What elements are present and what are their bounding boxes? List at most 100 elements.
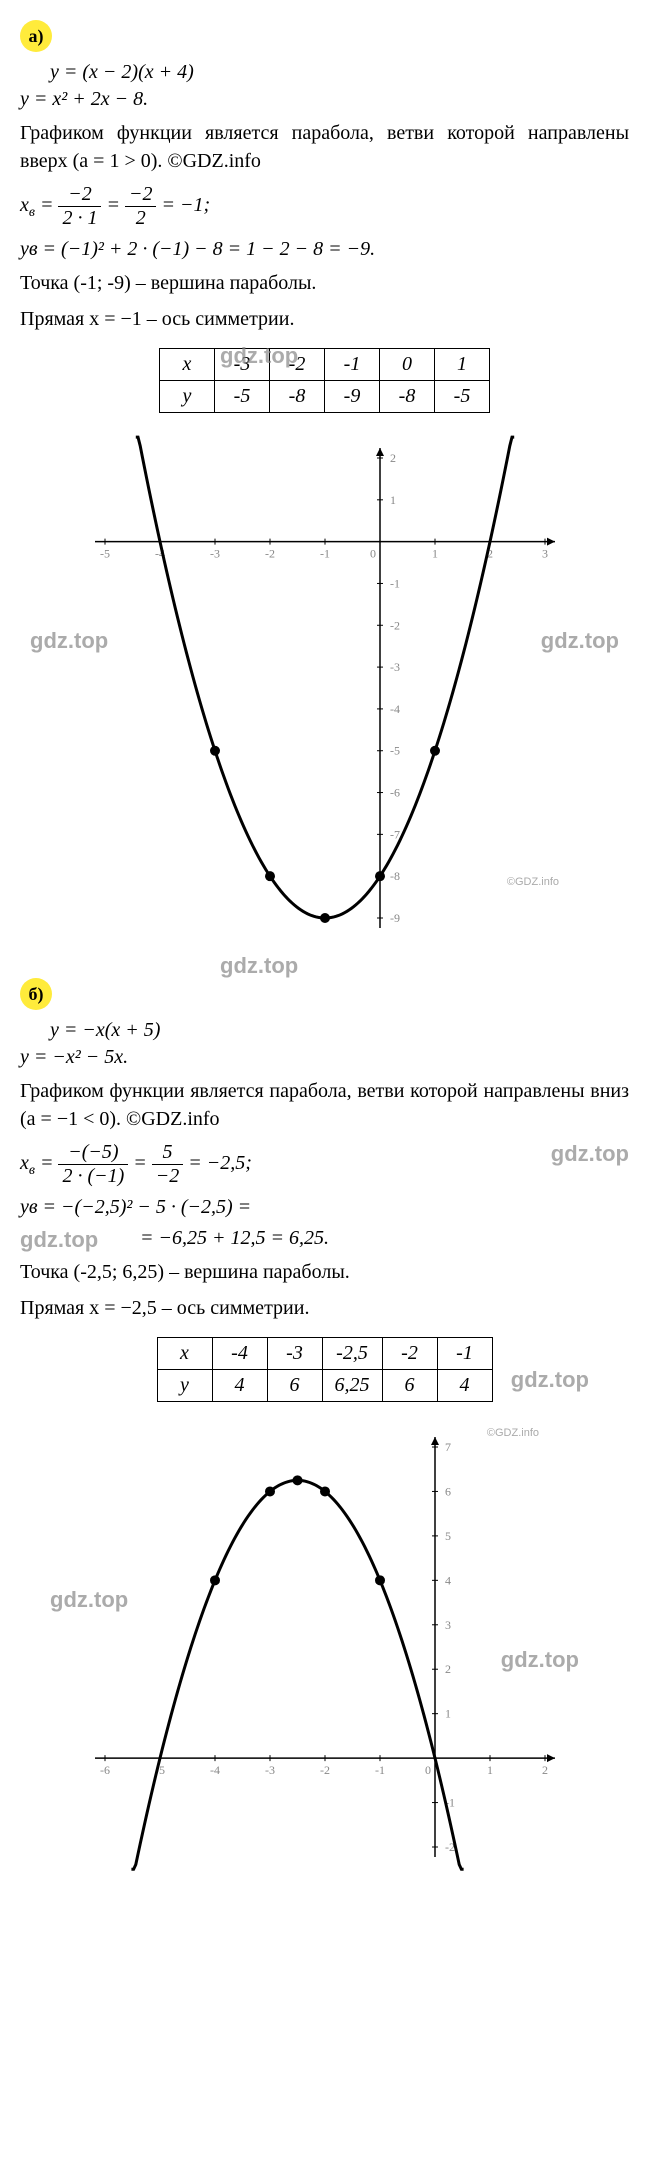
table-cell: -1 <box>325 349 380 381</box>
table-cell: -5 <box>435 381 490 413</box>
watermark-info: ©GDZ.info <box>507 876 559 888</box>
table-cell: 0 <box>380 349 435 381</box>
badge-b: б) <box>20 978 52 1010</box>
desc-b: Графиком функции является парабола, ветв… <box>20 1077 629 1133</box>
watermark: gdz.top <box>20 1227 98 1253</box>
table-row: y-5-8-9-8-5 <box>160 381 490 413</box>
svg-text:-1: -1 <box>375 1763 385 1777</box>
vertex-a: Точка (-1; -9) – вершина параболы. <box>20 269 629 297</box>
svg-text:7: 7 <box>445 1440 451 1454</box>
watermark: gdz.top <box>220 343 298 369</box>
svg-text:1: 1 <box>487 1763 493 1777</box>
svg-text:1: 1 <box>432 547 438 561</box>
svg-text:0: 0 <box>370 547 376 561</box>
xv-frac2: −2 2 <box>125 183 157 230</box>
svg-text:-2: -2 <box>265 547 275 561</box>
xv-label: xв = <box>20 194 58 216</box>
svg-text:2: 2 <box>542 1763 548 1777</box>
den: 2 <box>125 207 157 230</box>
svg-text:-8: -8 <box>390 869 400 883</box>
xv-result: = −1; <box>161 194 210 216</box>
vertex-b: Точка (-2,5; 6,25) – вершина параболы. <box>20 1258 629 1286</box>
table-a: x-3-2-101 y-5-8-9-8-5 <box>159 348 490 413</box>
svg-text:-6: -6 <box>390 786 400 800</box>
table-cell: y <box>157 1370 212 1402</box>
table-b: x-4-3-2,5-2-1 y466,2564 <box>157 1337 493 1402</box>
svg-text:-2: -2 <box>320 1763 330 1777</box>
svg-text:-9: -9 <box>390 911 400 925</box>
xv-a: xв = −2 2 · 1 = −2 2 = −1; <box>20 183 629 230</box>
svg-text:-6: -6 <box>100 1763 110 1777</box>
axis-a: Прямая x = −1 – ось симметрии. <box>20 305 629 333</box>
table-row: x-3-2-101 <box>160 349 490 381</box>
num: −(−5) <box>58 1141 128 1165</box>
yv-b2: gdz.top = −6,25 + 12,5 = 6,25. <box>20 1227 629 1250</box>
table-cell: -9 <box>325 381 380 413</box>
svg-text:1: 1 <box>445 1707 451 1721</box>
table-cell: x <box>157 1338 212 1370</box>
xv-frac1: −(−5) 2 · (−1) <box>58 1141 128 1188</box>
svg-text:-3: -3 <box>265 1763 275 1777</box>
chart-a-wrap: gdz.top gdz.top ©GDZ.info -5-4-3-2-1123-… <box>20 428 629 948</box>
svg-text:-4: -4 <box>210 1763 220 1777</box>
table-cell: 6 <box>382 1370 437 1402</box>
den: 2 · (−1) <box>58 1165 128 1188</box>
desc-a: Графиком функции является парабола, ветв… <box>20 119 629 175</box>
watermark: gdz.top <box>541 628 619 654</box>
table-cell: 1 <box>435 349 490 381</box>
watermark: gdz.top <box>501 1647 579 1673</box>
svg-text:4: 4 <box>445 1573 451 1587</box>
badge-a: а) <box>20 20 52 52</box>
yv-b2-text: = −6,25 + 12,5 = 6,25. <box>140 1227 329 1249</box>
eq-b2: y = −x² − 5x. <box>20 1046 629 1069</box>
svg-text:-1: -1 <box>390 576 400 590</box>
table-cell: -8 <box>270 381 325 413</box>
svg-text:1: 1 <box>390 493 396 507</box>
watermark: gdz.top <box>511 1367 589 1393</box>
svg-text:-4: -4 <box>390 702 400 716</box>
eq-sign: = <box>106 194 125 216</box>
xv-frac1: −2 2 · 1 <box>58 183 101 230</box>
table-cell: -4 <box>212 1338 267 1370</box>
eq-b1: y = −x(x + 5) <box>50 1019 629 1042</box>
svg-text:-5: -5 <box>100 547 110 561</box>
watermark: gdz.top <box>551 1141 629 1167</box>
svg-text:-3: -3 <box>210 547 220 561</box>
watermark: gdz.top <box>220 953 298 979</box>
yv-b1: yв = −(−2,5)² − 5 · (−2,5) = <box>20 1196 629 1219</box>
table-cell: x <box>160 349 215 381</box>
svg-text:3: 3 <box>542 547 548 561</box>
xv-frac2: 5 −2 <box>152 1141 184 1188</box>
part-b: gdz.top б) y = −x(x + 5) y = −x² − 5x. Г… <box>20 978 629 1877</box>
eq-a1: y = (x − 2)(x + 4) <box>50 61 629 84</box>
svg-text:6: 6 <box>445 1484 451 1498</box>
eq-sign: = <box>133 1152 152 1174</box>
num: 5 <box>152 1141 184 1165</box>
watermark: gdz.top <box>50 1587 128 1613</box>
table-row: x-4-3-2,5-2-1 <box>157 1338 492 1370</box>
watermark-info: ©GDZ.info <box>487 1427 539 1439</box>
eq-a2: y = x² + 2x − 8. <box>20 88 629 111</box>
table-cell: 6 <box>267 1370 322 1402</box>
svg-text:-7: -7 <box>390 827 400 841</box>
table-row: y466,2564 <box>157 1370 492 1402</box>
chart-b-wrap: gdz.top gdz.top ©GDZ.info -6-5-4-3-2-112… <box>20 1417 629 1877</box>
table-cell: 6,25 <box>322 1370 382 1402</box>
svg-text:5: 5 <box>445 1529 451 1543</box>
chart-b: -6-5-4-3-2-112-2-112345670 <box>75 1417 575 1877</box>
yv-a: yв = (−1)² + 2 · (−1) − 8 = 1 − 2 − 8 = … <box>20 238 629 261</box>
axis-b: Прямая x = −2,5 – ось симметрии. <box>20 1294 629 1322</box>
num: −2 <box>125 183 157 207</box>
part-a: а) y = (x − 2)(x + 4) y = x² + 2x − 8. Г… <box>20 20 629 948</box>
svg-text:-3: -3 <box>390 660 400 674</box>
svg-text:3: 3 <box>445 1618 451 1632</box>
table-cell: -2 <box>382 1338 437 1370</box>
den: 2 · 1 <box>58 207 101 230</box>
table-cell: 4 <box>437 1370 492 1402</box>
table-cell: -8 <box>380 381 435 413</box>
den: −2 <box>152 1165 184 1188</box>
svg-text:-5: -5 <box>390 744 400 758</box>
xv-label: xв = <box>20 1152 58 1174</box>
svg-text:2: 2 <box>390 451 396 465</box>
table-cell: -3 <box>267 1338 322 1370</box>
